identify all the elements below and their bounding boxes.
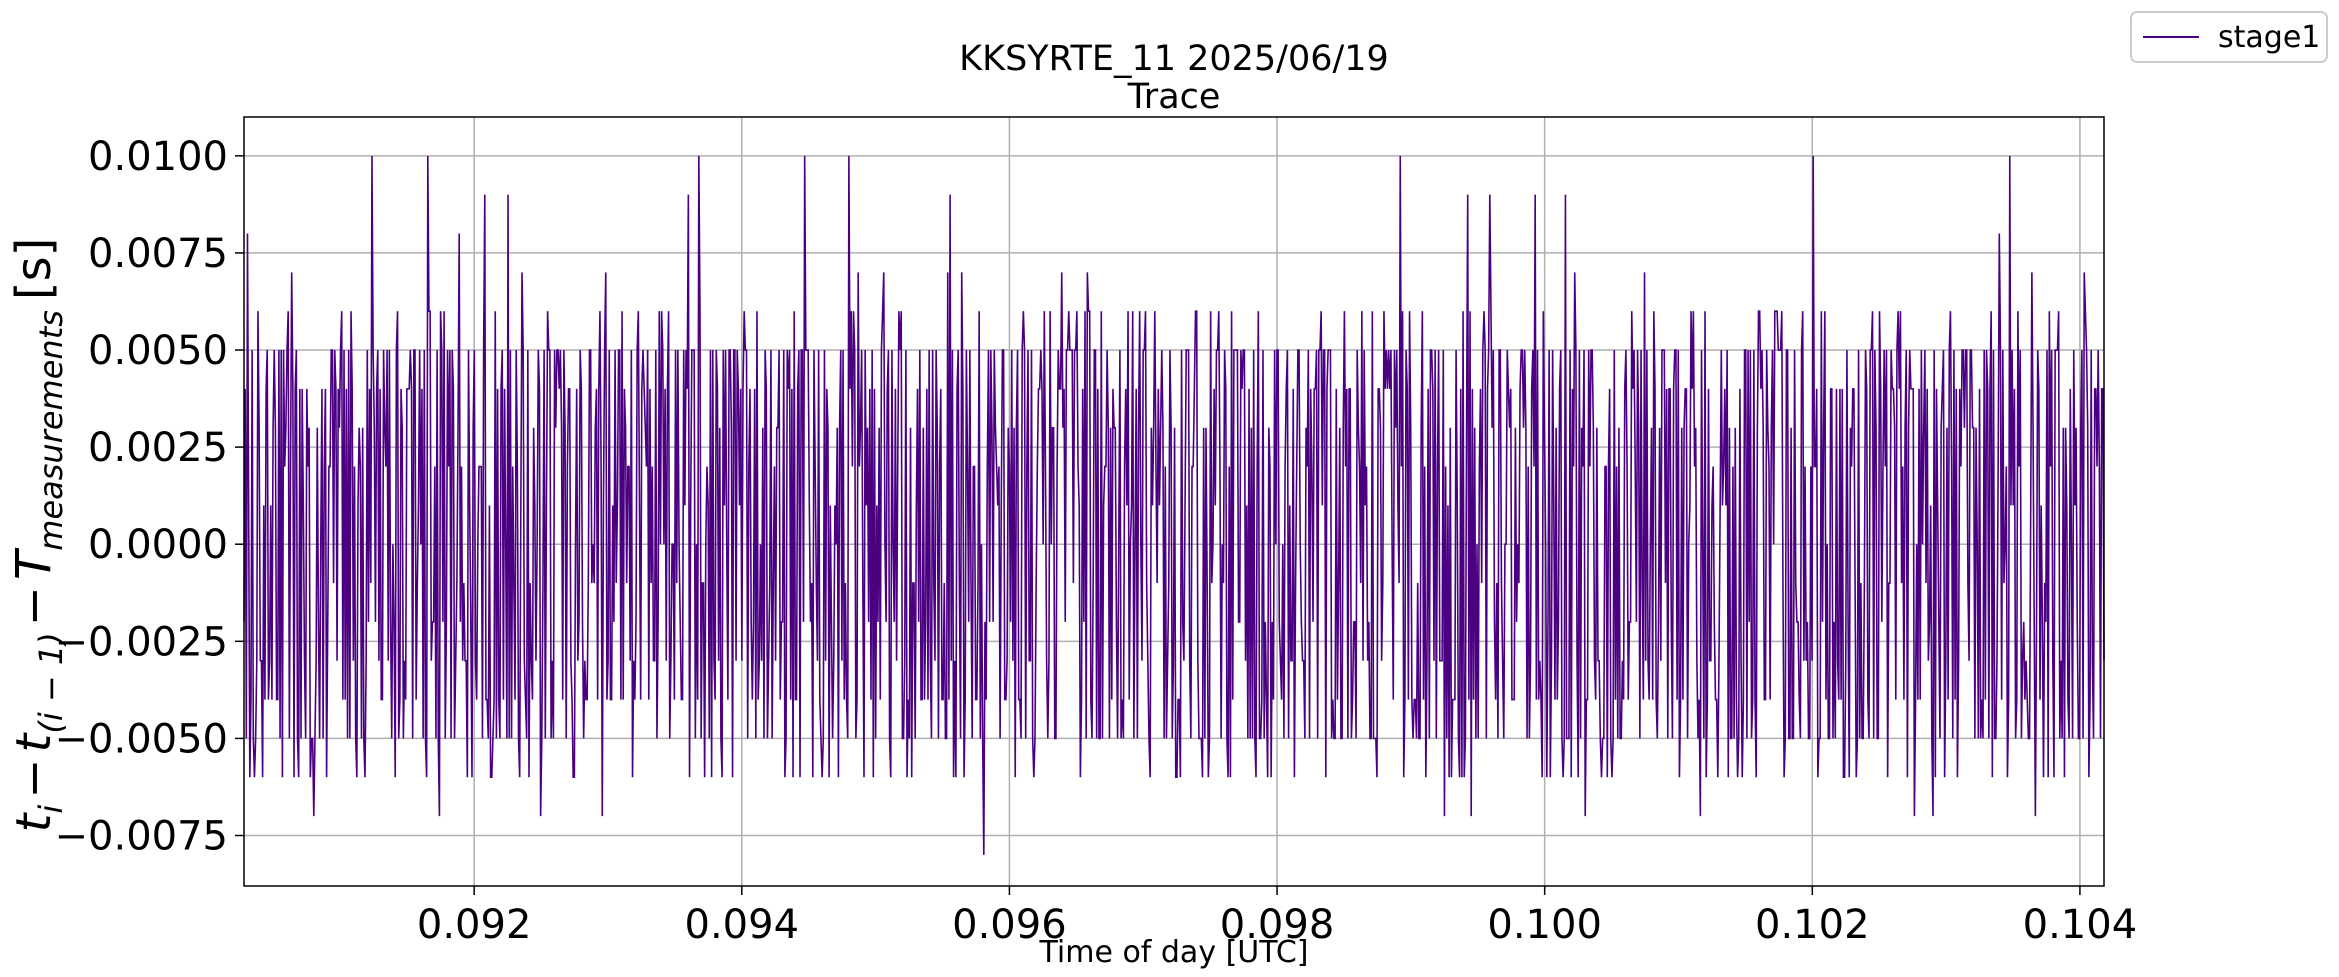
y-tick-label: −0.0025 xyxy=(55,619,228,665)
legend: stage1 xyxy=(2130,11,2328,63)
y-tick-label: 0.0000 xyxy=(88,522,228,568)
x-tick-label: 0.096 xyxy=(952,902,1067,948)
y-tick-label: 0.0075 xyxy=(88,231,228,277)
y-tick-label: −0.0075 xyxy=(55,814,228,860)
y-tick-label: 0.0050 xyxy=(88,328,228,374)
y-axis-ticks: 0.0100 0.0075 0.0050 0.0025 0.0000 −0.0025 −0.… xyxy=(55,134,244,860)
series-stage1 xyxy=(243,155,2105,855)
x-axis-ticks: 0.092 0.094 0.096 0.098 0.100 0.102 0.104 xyxy=(417,886,2137,948)
x-tick-label: 0.092 xyxy=(417,902,532,948)
y-axis-label: ti−t(i − 1)−Tmeasurements[s] xyxy=(6,238,70,833)
legend-box xyxy=(2130,11,2328,63)
chart-subtitle: Trace xyxy=(1127,77,1221,117)
x-tick-label: 0.100 xyxy=(1487,902,1602,948)
series-line-stage1 xyxy=(243,155,2105,855)
plot-frame xyxy=(243,116,2105,887)
x-tick-label: 0.104 xyxy=(2023,902,2138,948)
y-tick-label: 0.0100 xyxy=(88,134,228,180)
x-tick-label: 0.102 xyxy=(1755,902,1870,948)
x-tick-label: 0.098 xyxy=(1220,902,1335,948)
x-tick-label: 0.094 xyxy=(685,902,800,948)
y-tick-label: 0.0025 xyxy=(88,425,228,471)
x-axis-label: Time of day [UTC] xyxy=(1038,935,1308,970)
y-tick-label: −0.0050 xyxy=(55,716,228,762)
chart-title: KKSYRTE_11 2025/06/19 xyxy=(959,39,1389,79)
legend-label-stage1: stage1 xyxy=(2218,20,2320,55)
